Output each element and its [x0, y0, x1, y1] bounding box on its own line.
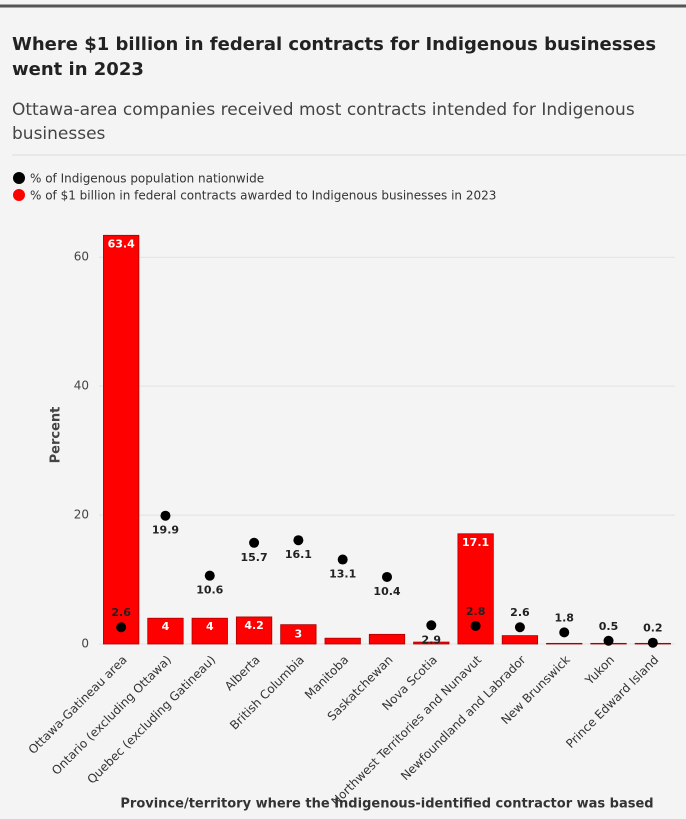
dot	[559, 627, 570, 638]
dot-value-label: 2.6	[111, 606, 131, 619]
dot	[514, 622, 525, 633]
chart-title: Where $1 billion in federal contracts fo…	[12, 34, 657, 80]
dot-value-label: 13.1	[329, 568, 356, 581]
legend-swatch	[13, 189, 25, 201]
dot-value-label: 10.6	[196, 584, 223, 597]
legend-label: % of Indigenous population nationwide	[30, 172, 264, 186]
title-box: Where $1 billion in federal contracts fo…	[12, 34, 657, 80]
bar	[368, 633, 406, 645]
dot	[470, 620, 481, 631]
dot	[382, 571, 392, 582]
bar	[235, 616, 273, 645]
dot-value-label: 19.9	[152, 524, 179, 537]
y-tick-label: 40	[74, 379, 89, 393]
subtitle-box: Ottawa-area companies received most cont…	[12, 100, 635, 144]
bar	[324, 637, 361, 645]
dot	[160, 510, 171, 521]
dot-value-label: 16.1	[285, 548, 312, 561]
dot-value-label: 0.2	[643, 622, 663, 635]
y-axis-label: Percent	[49, 407, 64, 464]
bar	[413, 641, 450, 645]
dot	[426, 620, 437, 631]
dot	[603, 635, 614, 646]
bar	[546, 642, 583, 645]
bar	[191, 617, 228, 645]
bar-value-label: 4.2	[244, 619, 264, 632]
dot	[647, 637, 658, 648]
bar-value-label: 17.1	[462, 536, 489, 549]
y-tick-label: 0	[81, 637, 89, 651]
x-axis-label: Province/territory where the Indigenous-…	[120, 797, 653, 812]
y-tick-label: 60	[74, 250, 89, 264]
bar-value-label: 4	[162, 620, 170, 633]
bar	[103, 234, 140, 645]
dot	[249, 537, 260, 548]
dot-value-label: 2.6	[510, 606, 530, 619]
dot	[337, 554, 348, 565]
dot-value-label: 2.9	[422, 633, 442, 646]
bar-value-label: 3	[295, 627, 303, 640]
dot	[204, 570, 215, 581]
chart-subtitle: Ottawa-area companies received most cont…	[12, 100, 635, 144]
dot-value-label: 10.4	[373, 585, 400, 598]
bar	[147, 617, 184, 645]
bar-value-label: 63.4	[108, 237, 135, 250]
dot-value-label: 1.8	[554, 611, 574, 624]
dot-value-label: 2.8	[466, 605, 486, 618]
y-tick-label: 20	[74, 508, 89, 522]
bar-value-label: 4	[206, 620, 214, 633]
legend-label: % of $1 billion in federal contracts awa…	[30, 189, 496, 203]
bar	[501, 635, 539, 645]
dot	[293, 535, 304, 546]
dot-value-label: 0.5	[599, 620, 619, 633]
bar	[280, 624, 317, 645]
legend-swatch	[13, 172, 25, 184]
dot-value-label: 15.7	[241, 551, 268, 564]
dot	[116, 622, 127, 633]
